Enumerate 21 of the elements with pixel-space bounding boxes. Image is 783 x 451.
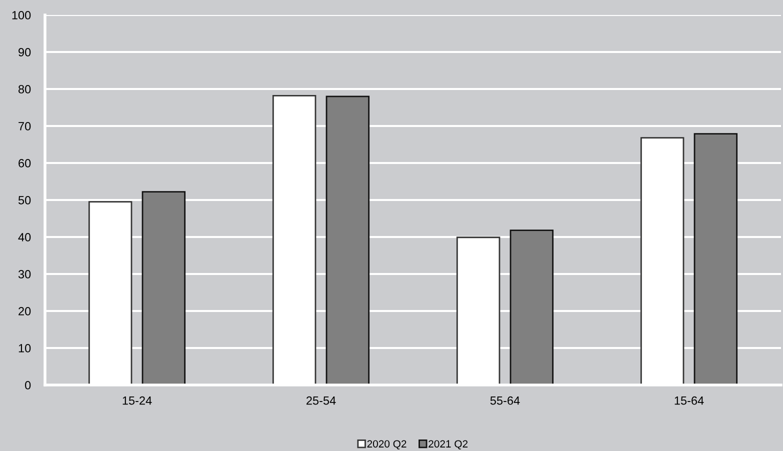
bar xyxy=(326,96,370,385)
x-tick-label: 15-24 xyxy=(122,396,152,405)
y-tick-label: 30 xyxy=(18,270,31,278)
y-tick-label: 60 xyxy=(18,159,31,168)
y-tick-label: 90 xyxy=(18,48,31,56)
y-tick-label: 80 xyxy=(18,85,31,94)
y-tick-label: 10 xyxy=(18,344,31,352)
y-tick-label: 40 xyxy=(18,233,31,242)
y-tick-label: 20 xyxy=(18,307,31,316)
bar xyxy=(142,191,186,385)
y-tick-label: 50 xyxy=(18,196,31,204)
x-tick-label: 15-64 xyxy=(674,396,704,405)
y-tick-label: 70 xyxy=(18,122,31,130)
legend-label: 2020 Q2 xyxy=(367,440,406,450)
y-tick-label: 0 xyxy=(25,381,31,390)
legend-label: 2021 Q2 xyxy=(428,440,468,450)
bar xyxy=(694,133,738,385)
bar xyxy=(510,230,554,385)
y-tick-label: 100 xyxy=(12,11,31,20)
x-tick-label: 55-64 xyxy=(490,396,520,405)
x-tick-label: 25-54 xyxy=(306,396,336,405)
